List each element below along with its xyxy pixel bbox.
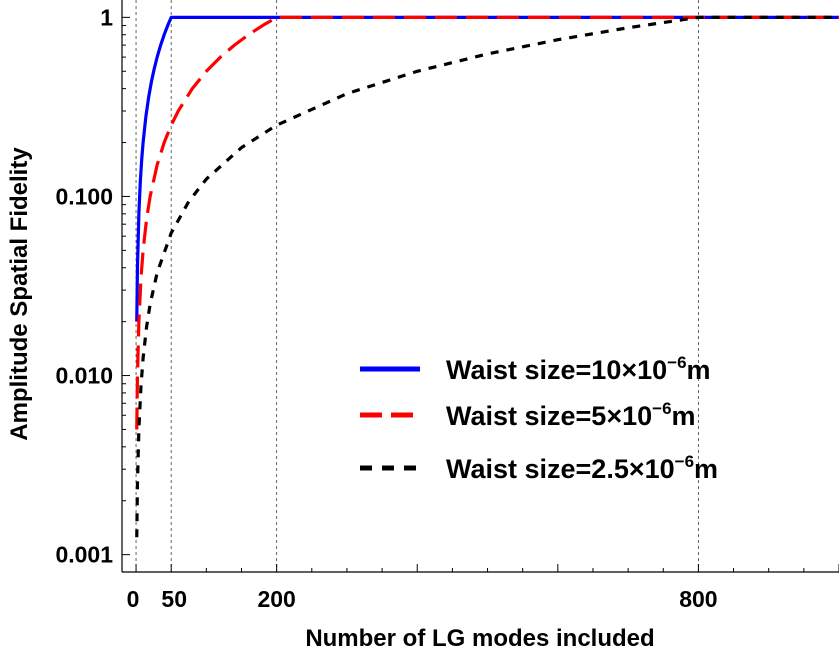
legend-label-exponent: −6	[667, 353, 686, 372]
y-tick-label: 0.010	[55, 363, 113, 389]
legend-label-prefix: Waist size=2.5×10	[446, 454, 675, 484]
legend-label-exponent: −6	[652, 399, 671, 418]
x-tick-label: 800	[679, 586, 717, 612]
x-tick-label: 200	[257, 586, 295, 612]
y-tick-label: 1	[100, 4, 113, 30]
legend-label-prefix: Waist size=5×10	[446, 401, 652, 431]
x-tick-label: 50	[161, 586, 187, 612]
vertical-gridlines	[135, 0, 699, 572]
legend-label-suffix: m	[672, 401, 696, 431]
series-line-0	[135, 15, 839, 322]
y-tick-label: 0.001	[55, 542, 113, 568]
tick-labels: 1 0.100 0.010 0.001 0 50 200 800	[55, 4, 717, 612]
legend-label-0: Waist size=10×10−6m	[446, 353, 711, 385]
axes	[121, 0, 839, 573]
legend-label-prefix: Waist size=10×10	[446, 355, 667, 385]
legend-label-suffix: m	[694, 454, 718, 484]
legend-label-2: Waist size=2.5×10−6m	[446, 452, 718, 484]
y-tick-label: 0.100	[55, 183, 113, 209]
legend-label-suffix: m	[687, 355, 711, 385]
legend-label-1: Waist size=5×10−6m	[446, 399, 696, 431]
x-axis-label: Number of LG modes included	[305, 625, 654, 652]
series-line-2	[135, 15, 839, 538]
y-axis-label: Amplitude Spatial Fidelity	[6, 147, 33, 441]
series-layer	[135, 15, 839, 538]
x-tick-label: 0	[127, 586, 140, 612]
legend-label-exponent: −6	[675, 452, 694, 471]
